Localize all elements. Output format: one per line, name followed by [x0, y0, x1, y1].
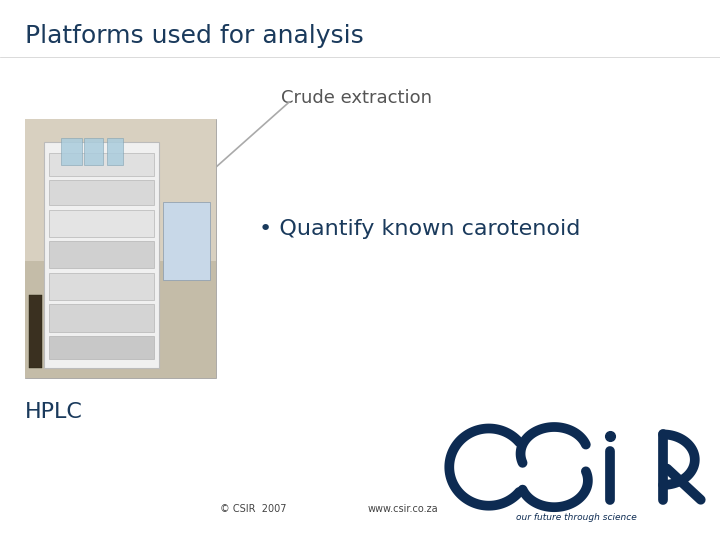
Bar [107, 138, 123, 165]
Text: • Quantify known carotenoid: • Quantify known carotenoid [259, 219, 580, 239]
Text: www.csir.co.za: www.csir.co.za [367, 504, 438, 514]
Bar [25, 119, 216, 378]
Bar [49, 210, 154, 237]
Bar [163, 202, 210, 280]
Bar [49, 180, 154, 205]
Text: Platforms used for analysis: Platforms used for analysis [25, 24, 364, 48]
Bar [49, 241, 154, 268]
Text: our future through science: our future through science [516, 513, 636, 522]
Bar [49, 153, 154, 176]
Bar [49, 305, 154, 332]
Bar [84, 138, 103, 165]
Bar [25, 119, 216, 261]
Text: HPLC: HPLC [25, 402, 83, 422]
Bar [61, 138, 82, 165]
Bar [45, 142, 158, 368]
Text: Crude extraction: Crude extraction [281, 89, 432, 107]
Bar [49, 336, 154, 359]
Bar [25, 261, 216, 378]
Bar [29, 295, 42, 368]
Text: © CSIR  2007: © CSIR 2007 [220, 504, 286, 514]
Bar [49, 273, 154, 300]
